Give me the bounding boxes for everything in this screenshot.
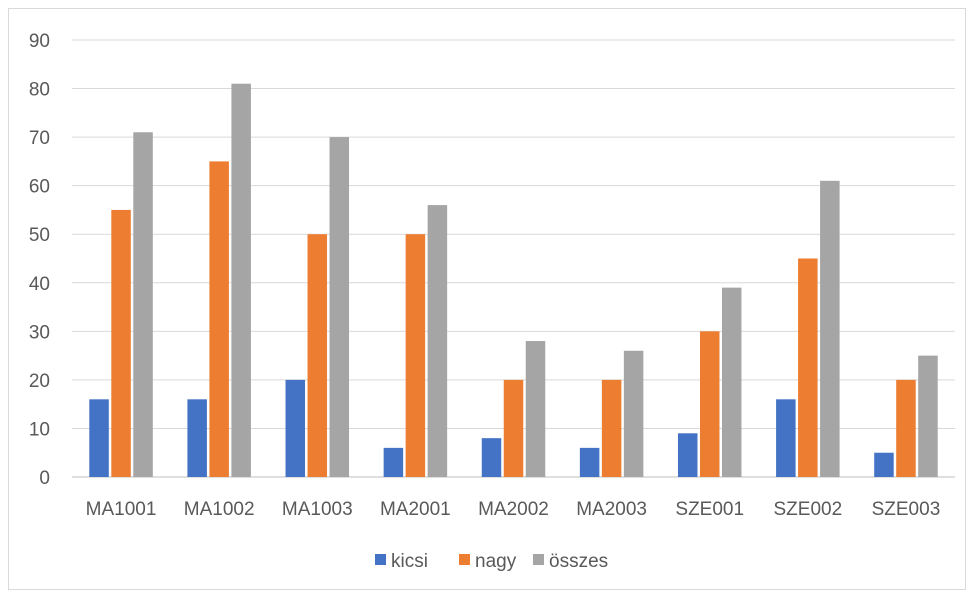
bar-nagy-SZE002 [798, 258, 818, 477]
legend-swatch-nagy [459, 554, 470, 565]
legend: kicsi nagy összes [375, 551, 608, 572]
y-tick-label: 60 [29, 177, 50, 198]
y-tick-label: 80 [29, 80, 50, 101]
x-tick-label: MA2003 [576, 499, 647, 520]
legend-label: nagy [475, 551, 517, 572]
bar-összes-MA1002 [231, 83, 251, 477]
x-axis-ticks: MA1001 MA1002 MA1003 MA2001 MA2002 MA2003 SZE0… [86, 499, 941, 520]
bar-összes-SZE003 [918, 355, 938, 477]
x-tick-label: MA2001 [380, 499, 451, 520]
bar-nagy-SZE001 [699, 331, 720, 477]
x-tick-label: MA1002 [184, 499, 255, 520]
x-tick-label: MA1003 [282, 499, 353, 520]
y-tick-label: 30 [29, 322, 50, 343]
bar-nagy-MA1002 [209, 161, 229, 477]
legend-label: összes [549, 551, 608, 572]
y-tick-label: 10 [29, 419, 50, 440]
y-axis-ticks: 0 10 20 30 40 50 60 70 80 90 [29, 31, 50, 489]
bar-kicsi-SZE001 [677, 433, 698, 477]
bar-összes-SZE002 [820, 180, 840, 478]
bar-nagy-MA2002 [503, 379, 524, 477]
x-tick-label: MA2002 [478, 499, 549, 520]
legend-label: kicsi [391, 551, 428, 572]
bar-nagy-MA2003 [601, 379, 622, 477]
x-tick-label: SZE003 [872, 499, 941, 520]
bar-kicsi-MA1001 [89, 399, 109, 477]
legend-swatch-összes [533, 554, 544, 565]
y-tick-label: 70 [29, 128, 50, 149]
y-tick-label: 90 [29, 31, 50, 52]
bar-összes-MA2003 [623, 350, 644, 477]
bar-összes-MA1001 [133, 132, 153, 477]
bar-kicsi-MA2001 [383, 447, 404, 477]
bar-nagy-MA1003 [307, 234, 328, 477]
bar-kicsi-SZE002 [776, 399, 796, 477]
legend-swatch-kicsi [375, 554, 386, 565]
bar-nagy-SZE003 [896, 379, 916, 477]
x-tick-label: SZE001 [675, 499, 744, 520]
bar-összes-MA2001 [427, 205, 448, 478]
x-tick-label: MA1001 [86, 499, 157, 520]
bar-összes-MA2002 [525, 341, 546, 477]
bar-kicsi-MA1003 [285, 379, 306, 477]
bar-kicsi-MA2002 [481, 438, 502, 477]
bars [89, 83, 938, 478]
bar-összes-MA1003 [329, 137, 350, 477]
bar-összes-SZE001 [721, 287, 742, 477]
bar-kicsi-SZE003 [874, 452, 894, 477]
y-tick-label: 50 [29, 225, 50, 246]
bar-nagy-MA2001 [405, 234, 426, 477]
bar-nagy-MA1001 [111, 209, 131, 477]
y-tick-label: 0 [39, 468, 50, 489]
y-tick-label: 20 [29, 371, 50, 392]
y-tick-label: 40 [29, 274, 50, 295]
bar-kicsi-MA1002 [187, 399, 207, 477]
bar-kicsi-MA2003 [579, 447, 600, 477]
x-tick-label: SZE002 [774, 499, 843, 520]
